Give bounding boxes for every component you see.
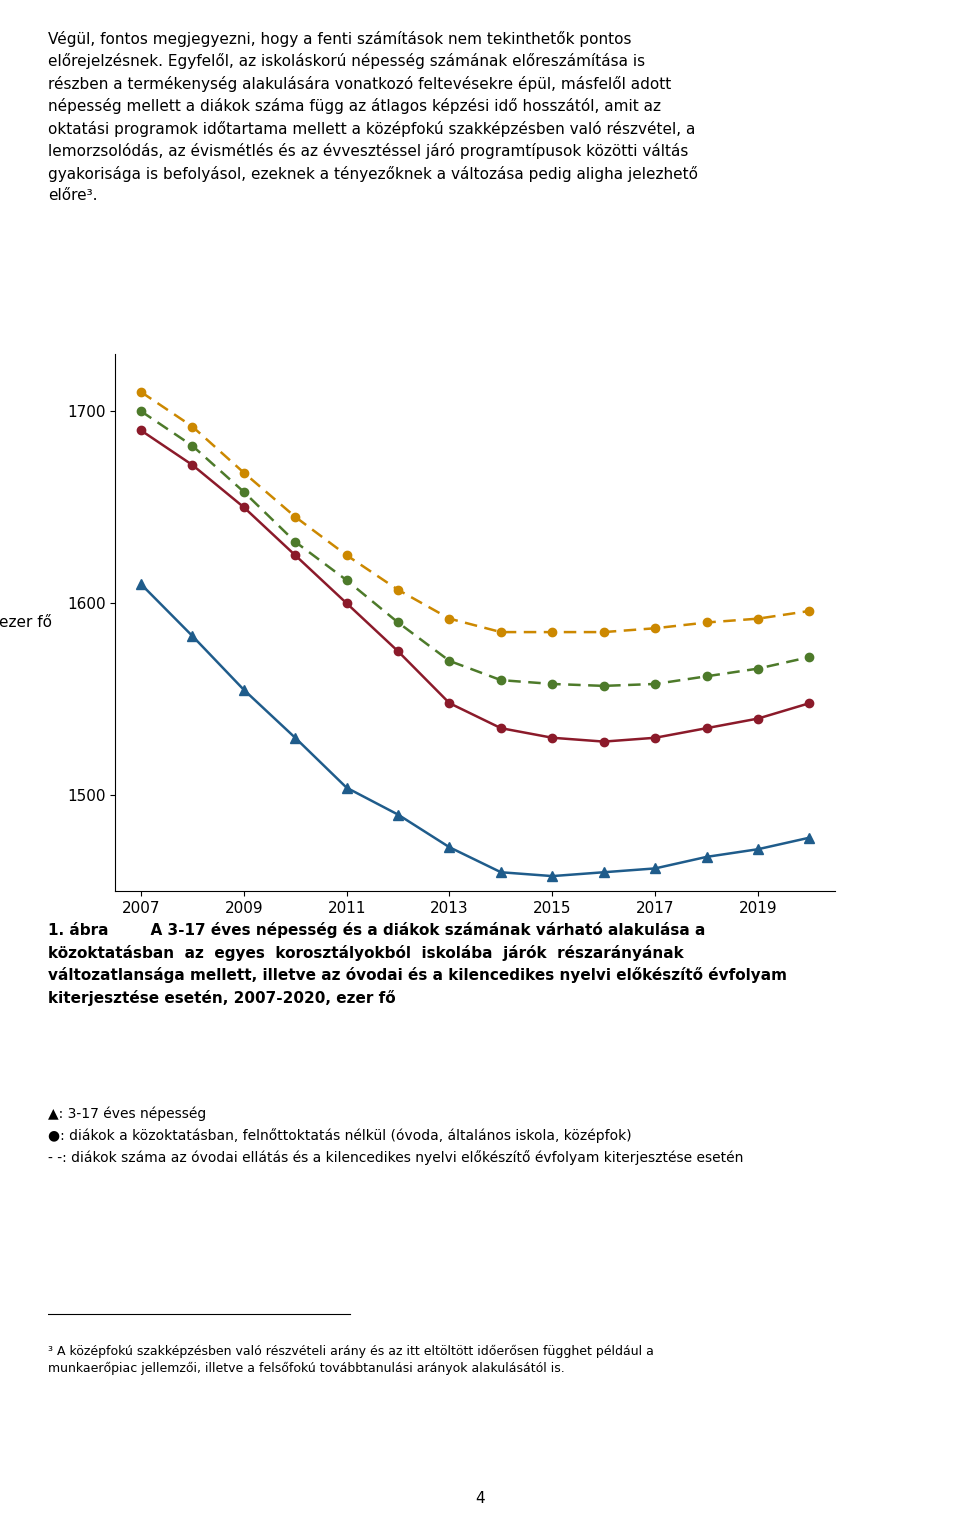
Y-axis label: ezer fő: ezer fő	[0, 615, 52, 630]
Text: ³ A középfokú szakképzésben való részvételi arány és az itt eltöltött időerősen : ³ A középfokú szakképzésben való részvét…	[48, 1345, 654, 1376]
Text: 1. ábra        A 3-17 éves népesség és a diákok számának várható alakulása a
köz: 1. ábra A 3-17 éves népesség és a diákok…	[48, 922, 787, 1005]
Text: 4: 4	[475, 1491, 485, 1506]
Text: ▲: 3-17 éves népesség
●: diákok a közoktatásban, felnőttoktatás nélkül (óvoda, á: ▲: 3-17 éves népesség ●: diákok a közokt…	[48, 1107, 743, 1165]
Text: Végül, fontos megjegyezni, hogy a fenti számítások nem tekinthetők pontos
előrej: Végül, fontos megjegyezni, hogy a fenti …	[48, 31, 698, 203]
